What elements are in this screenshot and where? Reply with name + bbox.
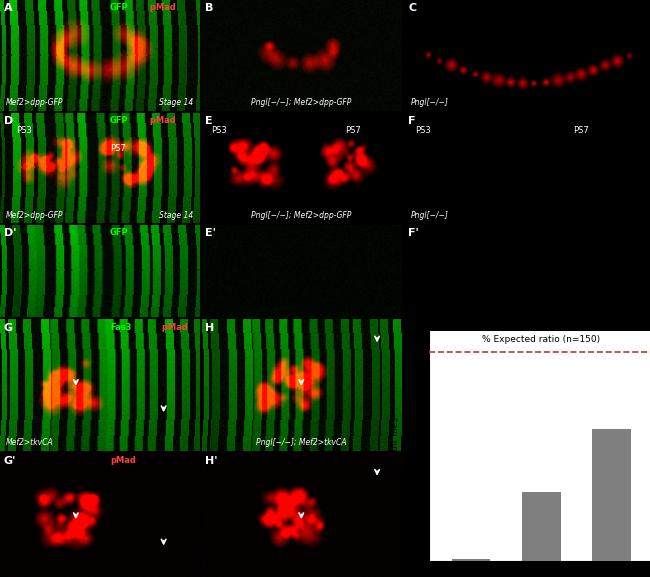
Text: E': E' (205, 228, 216, 238)
Text: PS7: PS7 (573, 126, 590, 135)
Text: PS7: PS7 (110, 144, 125, 152)
Text: H': H' (205, 456, 218, 466)
Text: pMad: pMad (147, 3, 176, 12)
Text: Pngl[−/−]; Mef2>dpp-GFP: Pngl[−/−]; Mef2>dpp-GFP (251, 99, 352, 107)
Text: Pngl[−/−]; Mef2>tkvCA: Pngl[−/−]; Mef2>tkvCA (256, 438, 346, 447)
Text: pMad: pMad (159, 323, 188, 332)
Text: Mef2>dpp-GFP: Mef2>dpp-GFP (6, 211, 64, 220)
Text: Pngl[−/−]: Pngl[−/−] (411, 211, 448, 220)
Text: D': D' (4, 228, 16, 238)
Text: G': G' (4, 456, 16, 466)
Text: GFP: GFP (110, 3, 129, 12)
Text: Pngl[−/−]; Mef2>dpp-GFP: Pngl[−/−]; Mef2>dpp-GFP (251, 211, 352, 220)
Bar (592, 429, 631, 561)
Text: D: D (4, 116, 13, 126)
Text: Stage 14: Stage 14 (159, 211, 194, 220)
Text: G: G (4, 323, 13, 333)
Text: E: E (205, 116, 213, 126)
Text: F': F' (408, 228, 419, 238)
Text: PS3: PS3 (211, 126, 227, 135)
Text: F: F (408, 116, 415, 126)
Text: I: I (406, 325, 410, 335)
Text: B: B (205, 3, 214, 13)
Text: Mef2>tkvCA: Mef2>tkvCA (6, 438, 54, 447)
Y-axis label: % Adult flies: % Adult flies (391, 417, 400, 474)
Text: C: C (408, 3, 416, 13)
Text: GFP: GFP (110, 228, 129, 237)
Text: pMad: pMad (110, 456, 136, 465)
Bar (452, 559, 491, 561)
Bar (522, 492, 561, 561)
Text: Mef2>dpp-GFP: Mef2>dpp-GFP (6, 99, 64, 107)
Text: pMad: pMad (147, 116, 176, 125)
Text: PS3: PS3 (16, 126, 32, 135)
Text: Fas3: Fas3 (110, 323, 131, 332)
Text: H: H (205, 323, 214, 333)
Text: PS7: PS7 (345, 126, 361, 135)
Text: Pngl[−/−]: Pngl[−/−] (411, 99, 448, 107)
Text: PS3: PS3 (415, 126, 432, 135)
Text: % Expected ratio (n=150): % Expected ratio (n=150) (482, 335, 601, 344)
Text: Stage 14: Stage 14 (159, 99, 194, 107)
Text: GFP: GFP (110, 116, 129, 125)
Text: A: A (4, 3, 12, 13)
